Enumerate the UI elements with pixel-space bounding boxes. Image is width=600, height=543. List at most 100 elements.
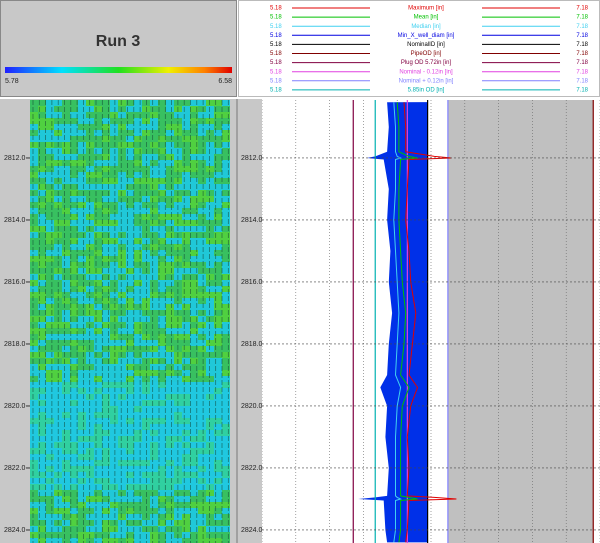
image-cell (206, 364, 214, 370)
image-cell (142, 226, 150, 232)
image-cell (62, 118, 70, 124)
image-cell (126, 226, 134, 232)
legend-name: Plug OD 5.72in [in] (401, 60, 452, 66)
image-cell (190, 340, 198, 346)
image-cell (70, 136, 78, 142)
image-cell (102, 376, 110, 382)
image-cell (182, 178, 190, 184)
image-cell (134, 418, 142, 424)
image-cell (30, 340, 38, 346)
image-cell (46, 178, 54, 184)
image-cell (150, 418, 158, 424)
image-cell (126, 106, 134, 112)
image-cell (150, 106, 158, 112)
image-cell (150, 214, 158, 220)
image-cell (222, 460, 230, 466)
image-cell (94, 226, 102, 232)
image-cell (30, 496, 38, 502)
image-cell (94, 196, 102, 202)
image-cell (198, 430, 206, 436)
image-cell (206, 334, 214, 340)
image-cell (46, 406, 54, 412)
image-cell (126, 400, 134, 406)
image-cell (166, 112, 174, 118)
image-cell (102, 406, 110, 412)
image-cell (94, 460, 102, 466)
image-cell (182, 304, 190, 310)
image-cell (206, 160, 214, 166)
image-cell (118, 376, 126, 382)
image-cell (206, 208, 214, 214)
image-cell (198, 388, 206, 394)
image-cell (134, 388, 142, 394)
image-cell (150, 280, 158, 286)
image-cell (94, 352, 102, 358)
image-cell (62, 508, 70, 514)
image-cell (118, 526, 126, 532)
image-cell (94, 274, 102, 280)
image-cell (102, 100, 110, 106)
image-cell (102, 292, 110, 298)
image-cell (158, 154, 166, 160)
image-cell (198, 538, 206, 543)
image-cell (62, 250, 70, 256)
image-cell (46, 328, 54, 334)
image-cell (190, 130, 198, 136)
image-cell (94, 112, 102, 118)
image-cell (110, 400, 118, 406)
image-cell (158, 280, 166, 286)
image-cell (134, 196, 142, 202)
image-cell (78, 220, 86, 226)
image-cell (46, 418, 54, 424)
image-cell (150, 130, 158, 136)
image-cell (142, 382, 150, 388)
image-cell (110, 424, 118, 430)
image-cell (134, 208, 142, 214)
image-cell (46, 196, 54, 202)
image-cell (190, 364, 198, 370)
image-cell (222, 364, 230, 370)
image-cell (78, 148, 86, 154)
image-cell (150, 220, 158, 226)
image-cell (78, 436, 86, 442)
image-cell (206, 154, 214, 160)
image-cell (70, 304, 78, 310)
image-cell (182, 124, 190, 130)
image-cell (206, 430, 214, 436)
curve (403, 102, 457, 543)
image-cell (38, 286, 46, 292)
image-cell (118, 508, 126, 514)
image-cell (214, 364, 222, 370)
image-cell (214, 352, 222, 358)
image-cell (46, 202, 54, 208)
image-cell (30, 100, 38, 106)
image-cell (70, 454, 78, 460)
image-cell (134, 220, 142, 226)
image-cell (94, 346, 102, 352)
image-cell (86, 166, 94, 172)
image-cell (38, 172, 46, 178)
image-cell (94, 514, 102, 520)
image-cell (110, 124, 118, 130)
image-cell (118, 178, 126, 184)
image-cell (142, 178, 150, 184)
image-cell (126, 304, 134, 310)
image-cell (198, 394, 206, 400)
image-cell (38, 460, 46, 466)
image-cell (102, 214, 110, 220)
image-cell (118, 250, 126, 256)
image-cell (110, 112, 118, 118)
image-cell (166, 478, 174, 484)
image-cell (86, 250, 94, 256)
image-cell (222, 136, 230, 142)
image-cell (46, 304, 54, 310)
image-cell (94, 490, 102, 496)
image-cell (190, 430, 198, 436)
image-cell (158, 322, 166, 328)
image-cell (222, 172, 230, 178)
image-cell (142, 262, 150, 268)
image-cell (158, 286, 166, 292)
image-cell (94, 220, 102, 226)
image-cell (190, 280, 198, 286)
image-cell (110, 280, 118, 286)
